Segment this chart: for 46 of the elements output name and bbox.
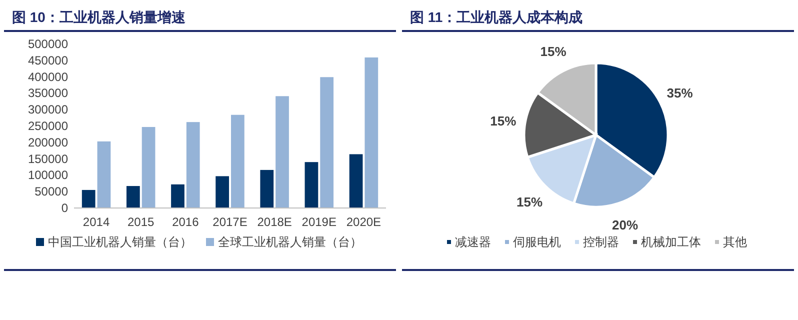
bar (276, 96, 289, 208)
legend-label: 全球工业机器人销量（台） (218, 235, 362, 249)
y-tick-label: 300000 (28, 102, 68, 117)
data-label: 15% (490, 113, 517, 128)
legend-label: 减速器 (455, 235, 491, 249)
x-tick-label: 2015 (128, 215, 155, 229)
y-tick-label: 500000 (28, 37, 68, 51)
y-tick-label: 50000 (34, 184, 68, 199)
legend-label: 中国工业机器人销量（台） (48, 235, 192, 249)
legend-label: 机械加工体 (641, 235, 701, 249)
y-tick-label: 350000 (28, 86, 68, 100)
chart-title: 图 10：工业机器人销量增速 (12, 9, 186, 25)
bar (364, 57, 378, 208)
legend-label: 伺服电机 (513, 235, 561, 249)
data-label: 15% (516, 194, 543, 210)
legend-label: 控制器 (583, 235, 619, 249)
x-tick-label: 2019E (302, 215, 336, 229)
bar (304, 162, 318, 208)
bar (142, 126, 156, 208)
x-tick-label: 2017E (212, 215, 248, 229)
x-tick-label: 2018E (257, 215, 292, 229)
bar (260, 170, 274, 208)
bar (186, 122, 200, 208)
x-tick-label: 2020E (346, 215, 382, 229)
data-label: 35% (666, 85, 694, 100)
x-tick-label: 2016 (172, 215, 200, 229)
y-tick-label: 0 (61, 201, 68, 215)
y-tick-label: 250000 (28, 119, 68, 133)
y-tick-label: 400000 (28, 70, 68, 84)
bar (320, 77, 334, 208)
y-tick-label: 150000 (28, 152, 68, 166)
x-tick-label: 2014 (82, 215, 110, 229)
bar (349, 154, 363, 208)
bar (231, 114, 244, 208)
bar (126, 186, 140, 208)
y-tick-label: 100000 (28, 168, 68, 182)
bar (82, 190, 96, 208)
bar (171, 184, 184, 208)
data-label: 20% (612, 217, 638, 232)
y-tick-label: 450000 (28, 53, 68, 68)
bar (216, 176, 229, 208)
legend-label: 其他 (723, 235, 747, 249)
bar (97, 141, 111, 208)
y-tick-label: 200000 (28, 135, 68, 150)
data-label: 15% (540, 44, 567, 60)
chart-title: 图 11：工业机器人成本构成 (410, 9, 583, 25)
